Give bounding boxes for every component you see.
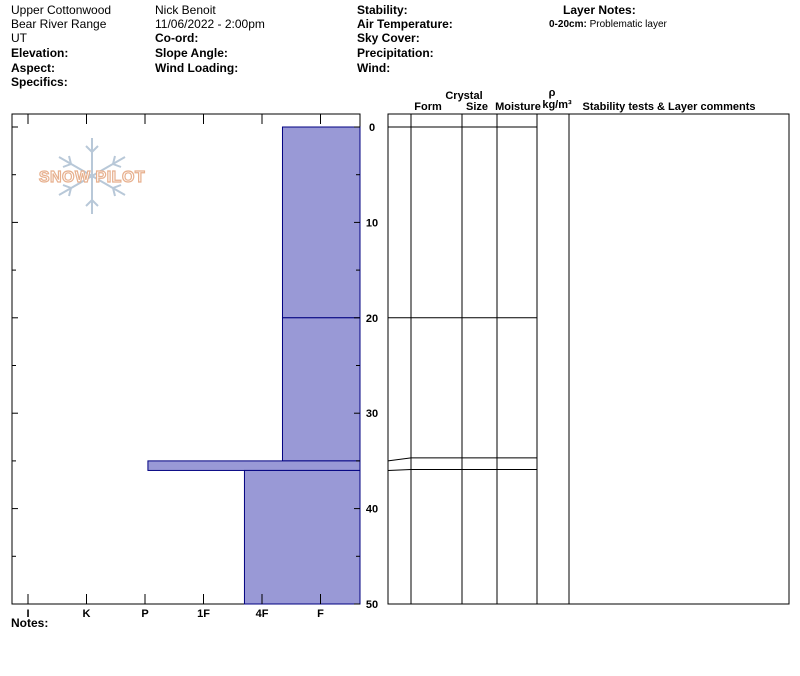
- x-tick-label: 1F: [197, 608, 210, 620]
- depth-axis: 0 10 20 30 40 50: [12, 122, 378, 611]
- aspect-label: Aspect:: [11, 61, 56, 75]
- hardness-layers: [147, 126, 361, 605]
- col-form: Form: [414, 101, 442, 113]
- layer-note-text: Problematic layer: [589, 19, 667, 30]
- wind-label: Wind:: [357, 61, 391, 75]
- col-size: Size: [466, 101, 488, 113]
- location: Upper Cottonwood: [11, 3, 112, 17]
- hardness-layer-1: [281, 317, 361, 462]
- hardness-layer-0: [281, 126, 361, 319]
- y-tick-label: 50: [366, 599, 378, 611]
- col-comments: Stability tests & Layer comments: [582, 101, 755, 113]
- col-crystal: Crystal: [445, 90, 482, 102]
- stability-label: Stability:: [357, 3, 408, 17]
- x-tick-label: F: [317, 608, 324, 620]
- hardness-axis-ticks: I K P 1F 4F F: [26, 114, 324, 620]
- slope-label: Slope Angle:: [155, 46, 228, 60]
- range: Bear River Range: [11, 17, 107, 31]
- hardness-layer-2: [147, 460, 361, 471]
- col-rho: ρ: [549, 87, 556, 99]
- depth-connector: [387, 468, 412, 471]
- specifics-label: Specifics:: [11, 75, 68, 89]
- layer-notes-label: Layer Notes:: [563, 3, 636, 17]
- x-tick-label: P: [141, 608, 148, 620]
- y-tick-label: 10: [366, 217, 378, 229]
- elevation-label: Elevation:: [11, 46, 69, 60]
- x-tick-label: 4F: [256, 608, 269, 620]
- x-tick-label: I: [26, 608, 29, 620]
- notes-label: Notes:: [11, 616, 49, 630]
- col-moisture: Moisture: [495, 101, 541, 113]
- layer-note-range: 0-20cm:: [549, 19, 587, 30]
- x-tick-label: K: [83, 608, 91, 620]
- y-tick-label: 0: [369, 122, 375, 134]
- observer: Nick Benoit: [155, 3, 216, 17]
- coord-label: Co-ord:: [155, 31, 199, 45]
- y-tick-label: 20: [366, 313, 378, 325]
- layer-table-frame: [387, 113, 790, 605]
- y-tick-label: 30: [366, 408, 378, 420]
- air-temp-label: Air Temperature:: [357, 17, 453, 31]
- layer-note: 0-20cm: Problematic layer: [549, 18, 667, 32]
- snowpilot-logo: SNOW PILOT: [38, 138, 145, 214]
- layer-table-rows: [387, 126, 537, 471]
- state: UT: [11, 31, 27, 45]
- logo-text: SNOW PILOT: [39, 169, 145, 186]
- depth-connector: [387, 457, 412, 462]
- sky-cover-label: Sky Cover:: [357, 31, 420, 45]
- datetime: 11/06/2022 - 2:00pm: [155, 17, 265, 31]
- y-tick-label: 40: [366, 504, 378, 516]
- col-density-unit: kg/m³: [542, 99, 572, 111]
- wind-loading-label: Wind Loading:: [155, 61, 239, 75]
- precip-label: Precipitation:: [357, 46, 434, 60]
- hardness-layer-3: [243, 469, 361, 605]
